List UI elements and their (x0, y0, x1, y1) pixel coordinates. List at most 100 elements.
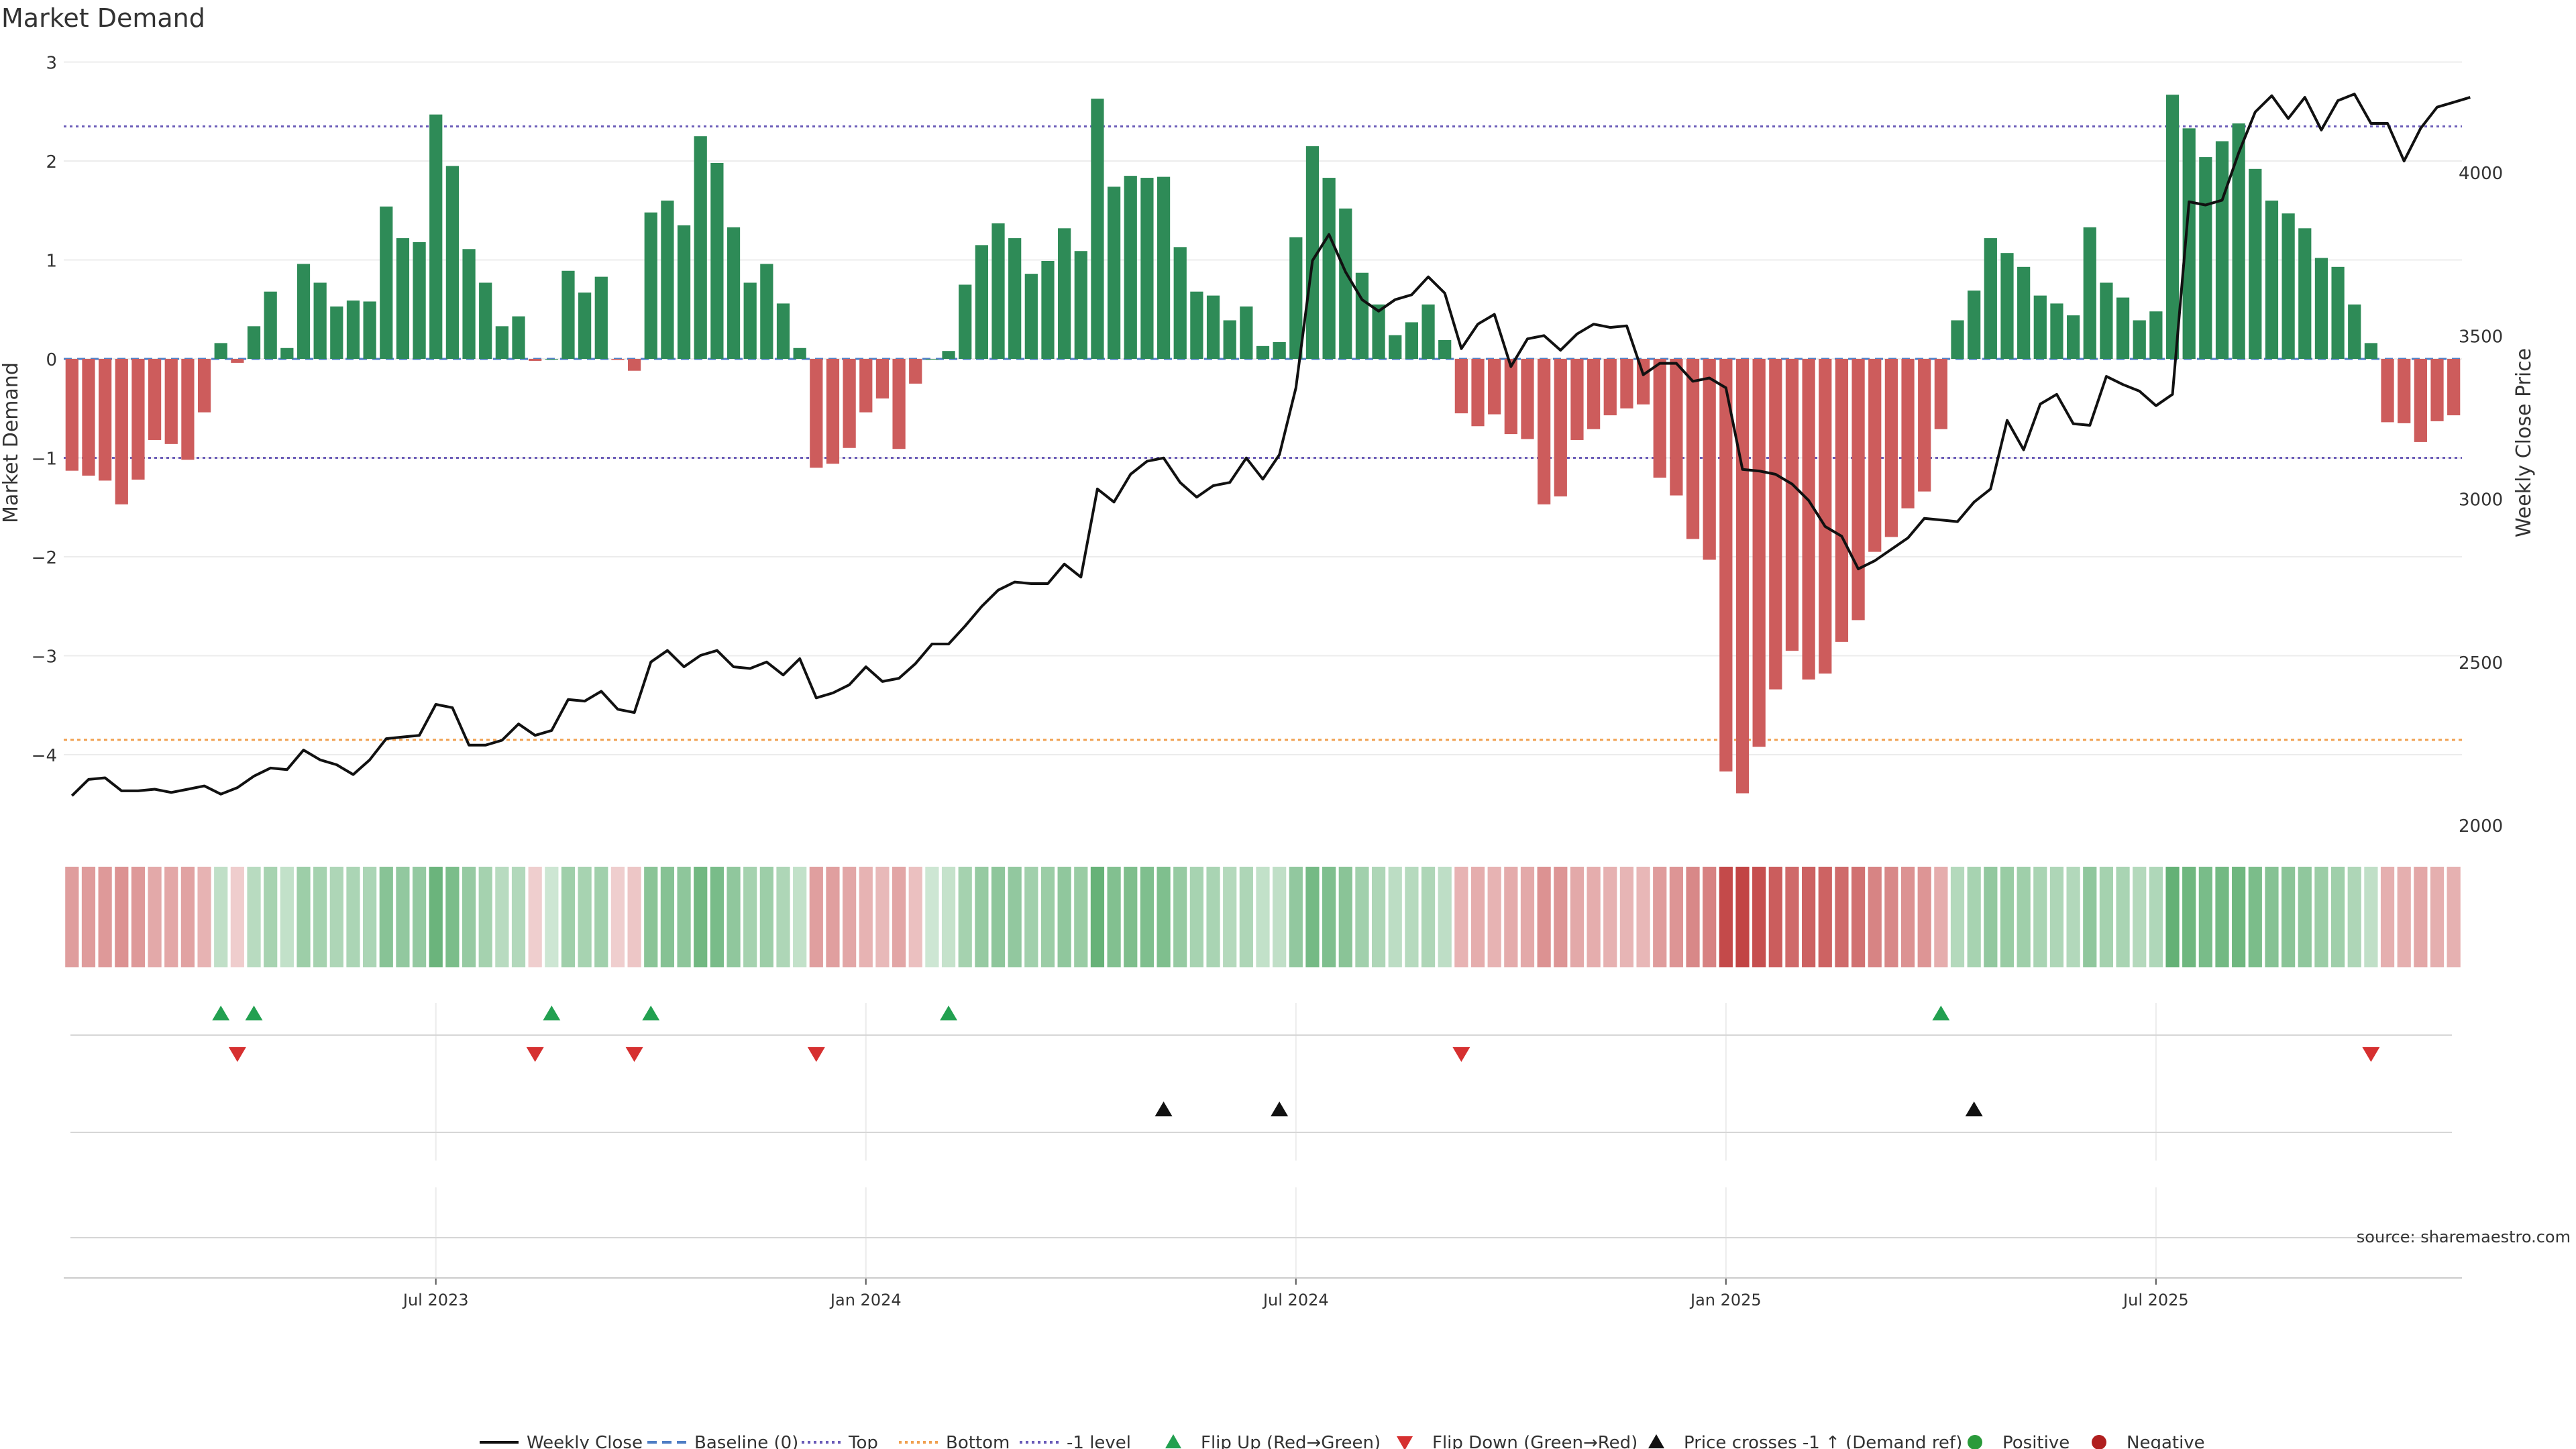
demand-bar (65, 359, 78, 471)
demand-bar (1570, 359, 1584, 440)
demand-bar (1206, 295, 1220, 359)
heat-strip-cell (180, 867, 195, 967)
heat-strip-cell (2314, 867, 2328, 967)
demand-bar (264, 291, 277, 359)
heat-strip-cell (1421, 867, 1436, 967)
heat-strip-cell (875, 867, 890, 967)
demand-bar (380, 206, 393, 359)
heat-strip-cell (2116, 867, 2130, 967)
demand-bar (2447, 359, 2461, 416)
demand-bar (2050, 303, 2063, 359)
y-tick-label-left: 1 (46, 252, 57, 272)
heat-strip-cell (2000, 867, 2015, 967)
demand-bar (1107, 186, 1121, 359)
heat-strip-cell (1587, 867, 1601, 967)
legend-swatch (1397, 1436, 1413, 1449)
demand-bar (1587, 359, 1601, 429)
y-tick-label-left: −1 (32, 449, 57, 470)
demand-bar (925, 359, 939, 360)
legend: Weekly Close Baseline (0) Top Bottom -1 leve… (480, 1433, 2205, 1449)
heat-strip-cell (1719, 867, 1733, 967)
heat-strip-cell (164, 867, 178, 967)
demand-bar (793, 347, 806, 359)
demand-bar (2265, 201, 2279, 359)
demand-bar (1984, 238, 1997, 359)
demand-bar (594, 276, 608, 359)
heat-strip-cell (2033, 867, 2047, 967)
legend-label: Negative (2127, 1433, 2205, 1449)
x-tick-label: Jul 2025 (2122, 1291, 2189, 1309)
heat-strip-cell (1223, 867, 1237, 967)
demand-bar (1355, 272, 1369, 359)
demand-bar (214, 343, 227, 359)
demand-bar (1521, 359, 1534, 439)
demand-bar (1438, 339, 1452, 359)
price-cross-marker (1155, 1102, 1173, 1117)
demand-bar (2083, 227, 2096, 359)
heat-strip-cell (2298, 867, 2312, 967)
demand-bar (1339, 208, 1352, 359)
demand-bar (694, 136, 707, 359)
flip-down-marker (807, 1046, 825, 1062)
heat-strip-cell (1934, 867, 1948, 967)
x-tick-label: Jan 2025 (1689, 1291, 1762, 1309)
heat-strip-cell (1619, 867, 1634, 967)
heat-strip-cell (230, 867, 244, 967)
demand-bar (561, 270, 575, 359)
demand-bar (2364, 343, 2378, 359)
heat-strip-cell (1570, 867, 1585, 967)
demand-bar (2282, 213, 2295, 359)
demand-bar (1240, 306, 1253, 359)
demand-bar (1686, 359, 1700, 539)
demand-bar (1488, 359, 1501, 415)
y-tick-label-right: 3000 (2459, 490, 2503, 511)
flip-down-marker (228, 1046, 246, 1062)
demand-bar (942, 351, 955, 359)
heat-strip-cell (329, 867, 343, 967)
demand-bar (2348, 304, 2361, 359)
heat-strip-cell (1669, 867, 1683, 967)
heat-strip-cell (495, 867, 509, 967)
heat-strip-cell (1636, 867, 1650, 967)
demand-bar (1471, 359, 1485, 427)
demand-bar (545, 359, 558, 360)
heat-strip-cell (727, 867, 741, 967)
demand-bar (760, 264, 773, 359)
demand-bar (445, 166, 460, 359)
flip-up-marker (212, 1006, 230, 1021)
heat-strip-cell (1239, 867, 1253, 967)
demand-bar (892, 359, 906, 449)
demand-bars (65, 95, 2461, 794)
price-cross-marker (1271, 1102, 1289, 1117)
demand-bar (363, 301, 376, 359)
heat-strip-cell (2330, 867, 2345, 967)
heat-strip-cell (594, 867, 608, 967)
demand-bar (181, 359, 195, 460)
legend-label: Flip Up (Red→Green) (1201, 1433, 1381, 1449)
legend-label: Flip Down (Green→Red) (1432, 1433, 1638, 1449)
demand-bar (743, 282, 757, 359)
demand-bar (330, 306, 343, 359)
heat-strip-cell (892, 867, 906, 967)
demand-bar (495, 326, 508, 359)
legend-label: Baseline (0) (694, 1433, 798, 1449)
heat-strip-cell (1686, 867, 1700, 967)
demand-bar (2133, 320, 2146, 359)
flip-down-marker (526, 1046, 544, 1062)
demand-bar (346, 300, 360, 359)
heat-strip-cell (1653, 867, 1667, 967)
legend-item: Flip Down (Green→Red) (1397, 1433, 1638, 1449)
heat-strip-cell (1735, 867, 1750, 967)
x-tick-label: Jul 2024 (1262, 1291, 1329, 1309)
legend-item: Negative (2092, 1433, 2205, 1449)
demand-bar (1305, 146, 1320, 359)
heat-strip-cell (313, 867, 327, 967)
demand-bar (627, 359, 641, 371)
heat-strip-cell (1835, 867, 1849, 967)
demand-bar (1008, 238, 1022, 359)
heat-strip-cell (809, 867, 823, 967)
demand-bar (1041, 260, 1055, 359)
heat-strip-cell (1802, 867, 1816, 967)
heat-strip-cell (1537, 867, 1551, 967)
